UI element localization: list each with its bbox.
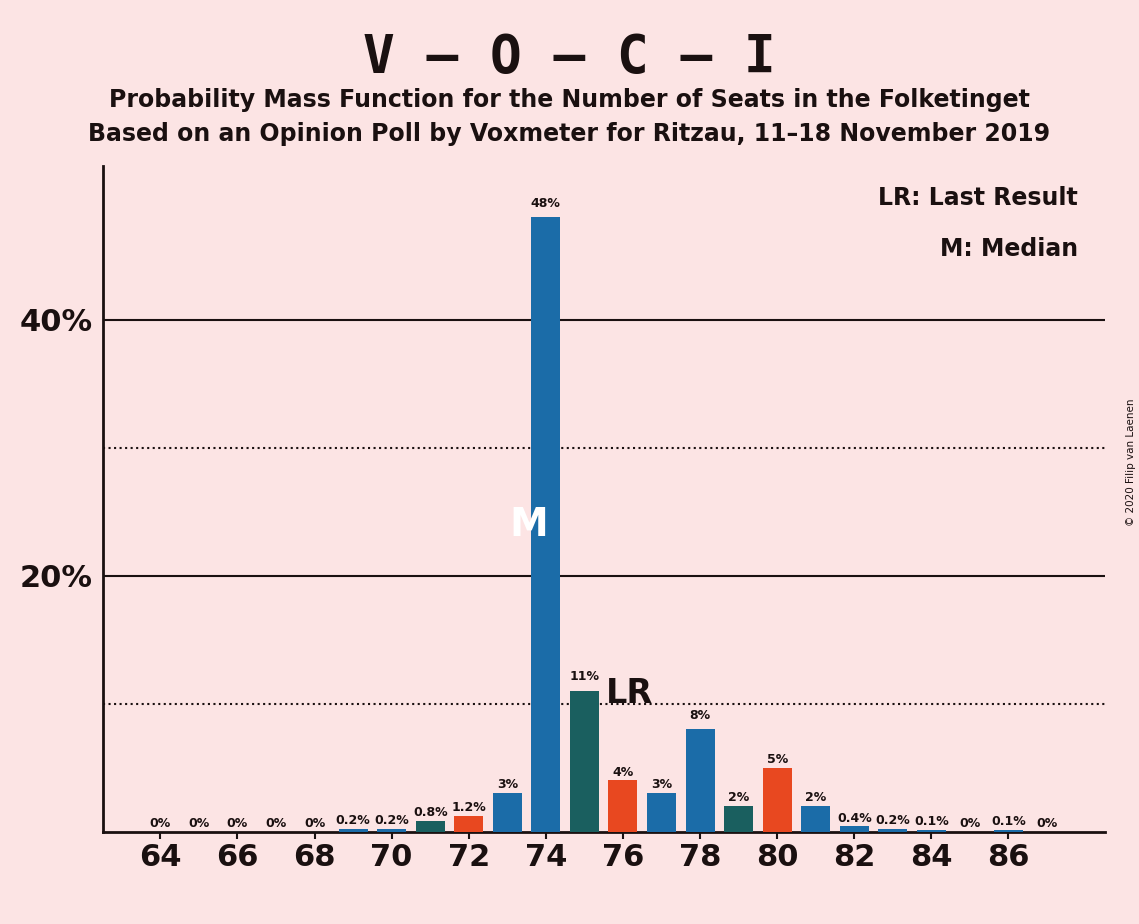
Text: 0.2%: 0.2%	[375, 814, 409, 827]
Bar	[763, 768, 792, 832]
Bar	[878, 829, 908, 832]
Bar	[724, 806, 753, 832]
Bar	[647, 793, 675, 832]
Bar	[801, 806, 830, 832]
Text: 1.2%: 1.2%	[451, 801, 486, 814]
Bar	[416, 821, 444, 832]
Text: LR: Last Result: LR: Last Result	[878, 186, 1077, 210]
Text: 11%: 11%	[570, 670, 599, 683]
Bar	[608, 781, 638, 832]
Text: 2%: 2%	[728, 791, 749, 804]
Bar	[493, 793, 522, 832]
Text: 48%: 48%	[531, 197, 560, 210]
Text: © 2020 Filip van Laenen: © 2020 Filip van Laenen	[1126, 398, 1136, 526]
Text: 2%: 2%	[805, 791, 826, 804]
Text: M: M	[509, 505, 548, 543]
Text: 0%: 0%	[227, 817, 248, 830]
Bar	[570, 691, 599, 832]
Bar	[454, 816, 483, 832]
Bar	[532, 217, 560, 832]
Text: 0%: 0%	[149, 817, 171, 830]
Bar	[917, 831, 945, 832]
Text: 0.4%: 0.4%	[837, 811, 871, 824]
Bar	[839, 826, 869, 832]
Text: 0.8%: 0.8%	[412, 807, 448, 820]
Text: 4%: 4%	[613, 765, 633, 779]
Bar	[377, 829, 407, 832]
Text: LR: LR	[606, 677, 653, 710]
Text: 0.1%: 0.1%	[991, 815, 1026, 829]
Text: 0.2%: 0.2%	[336, 814, 370, 827]
Text: 3%: 3%	[650, 778, 672, 791]
Text: 0%: 0%	[304, 817, 325, 830]
Text: 3%: 3%	[497, 778, 518, 791]
Text: 0%: 0%	[188, 817, 210, 830]
Text: 0.2%: 0.2%	[876, 814, 910, 827]
Text: 0%: 0%	[959, 817, 981, 830]
Bar	[686, 729, 714, 832]
Text: M: Median: M: Median	[940, 237, 1077, 261]
Text: 0%: 0%	[1036, 817, 1058, 830]
Text: 0.1%: 0.1%	[913, 815, 949, 829]
Bar	[994, 831, 1023, 832]
Text: Probability Mass Function for the Number of Seats in the Folketinget: Probability Mass Function for the Number…	[109, 88, 1030, 112]
Text: Based on an Opinion Poll by Voxmeter for Ritzau, 11–18 November 2019: Based on an Opinion Poll by Voxmeter for…	[89, 122, 1050, 146]
Bar	[338, 829, 368, 832]
Text: 5%: 5%	[767, 753, 788, 766]
Text: 8%: 8%	[689, 709, 711, 722]
Text: 0%: 0%	[265, 817, 287, 830]
Text: V – O – C – I: V – O – C – I	[363, 32, 776, 84]
